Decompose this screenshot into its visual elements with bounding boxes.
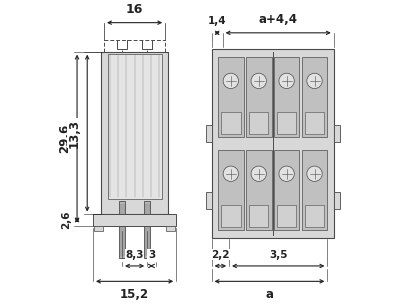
Bar [101,52,168,215]
Bar [274,57,300,137]
Bar [249,112,268,134]
Text: 1,4: 1,4 [208,16,226,26]
Bar [206,125,212,142]
Text: 2,2: 2,2 [211,250,230,260]
Bar [120,201,125,258]
Bar [302,150,327,230]
Text: 15,2: 15,2 [120,288,149,301]
Bar [246,57,272,137]
Bar [218,57,244,137]
Bar [249,205,268,227]
Circle shape [307,166,322,181]
Bar [246,150,272,230]
Circle shape [279,73,294,88]
Circle shape [279,166,294,181]
Bar [305,205,324,227]
Bar [212,49,334,238]
Bar [305,112,324,134]
Bar [277,112,296,134]
Text: 13,3: 13,3 [68,119,81,148]
Circle shape [251,73,266,88]
Circle shape [223,166,238,181]
Text: a+4,4: a+4,4 [259,13,298,26]
Bar [277,205,296,227]
Bar [334,125,340,142]
Text: 8,3: 8,3 [125,250,144,260]
Text: 3,5: 3,5 [269,250,288,260]
Text: 29,6: 29,6 [58,124,71,153]
Bar [218,150,244,230]
Circle shape [251,166,266,181]
Bar [206,192,212,209]
Bar [221,112,240,134]
Bar [94,226,103,231]
Bar [334,192,340,209]
Text: 3: 3 [148,250,155,260]
Bar [108,54,162,199]
Bar [93,215,176,226]
Circle shape [307,73,322,88]
Bar [144,201,150,258]
Circle shape [223,73,238,88]
Bar [166,226,175,231]
Text: 2,6: 2,6 [61,211,71,229]
Text: 16: 16 [126,3,143,16]
Bar [302,57,327,137]
Bar [274,150,300,230]
Bar [221,205,240,227]
Text: a: a [266,288,274,301]
